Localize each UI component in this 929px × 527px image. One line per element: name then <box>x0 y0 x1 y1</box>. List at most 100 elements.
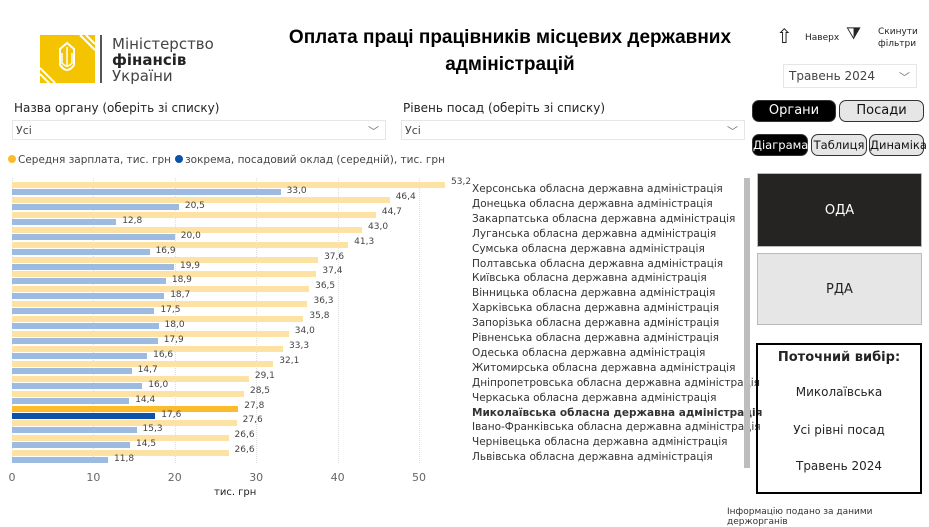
bar-base-salary[interactable] <box>12 367 132 374</box>
up-button[interactable]: Наверх <box>805 33 840 43</box>
category-label: Херсонська обласна державна адміністраці… <box>472 183 723 195</box>
bar-base-salary[interactable] <box>12 442 131 449</box>
bar-avg-salary[interactable] <box>12 345 284 352</box>
legend-dot <box>8 155 16 163</box>
bar-base-salary[interactable] <box>12 457 109 464</box>
filter-clear-icon[interactable]: ⧩ <box>846 24 862 44</box>
arrow-up-icon[interactable]: ⇧ <box>776 24 793 48</box>
organ-select[interactable]: Усі ﹀ <box>12 120 386 140</box>
value-label-salary: 11,8 <box>114 454 135 465</box>
bar-avg-salary[interactable] <box>12 375 249 382</box>
legend-dot <box>175 155 184 163</box>
toggle-organs[interactable]: Органи <box>752 100 836 122</box>
value-label-salary: 15,3 <box>142 424 163 435</box>
chart-scrollbar[interactable] <box>744 178 750 468</box>
level-select[interactable]: Усі ﹀ <box>401 120 745 140</box>
category-label: Закарпатська обласна державна адміністра… <box>472 212 736 225</box>
bar-base-salary[interactable] <box>12 233 175 240</box>
oda-card[interactable]: ОДА <box>757 173 922 247</box>
logo-text-1: Міністерство <box>112 35 214 53</box>
value-label-salary: 20,5 <box>184 200 205 211</box>
bar-base-salary[interactable] <box>12 308 155 315</box>
x-tick-label: 30 <box>249 471 264 484</box>
value-label-salary: 33,0 <box>286 186 307 196</box>
logo-text-2: фінансів <box>112 51 187 69</box>
tab-dynamics[interactable]: Динаміка <box>869 134 927 156</box>
bar-base-salary[interactable] <box>12 427 137 434</box>
category-label: Луганська обласна державна адміністрація <box>472 227 717 240</box>
bar-avg-salary[interactable] <box>12 435 229 442</box>
bar-base-salary[interactable] <box>12 323 159 330</box>
category-label: Івано-Франківська обласна державна адмін… <box>472 421 761 434</box>
current-organ: Миколаївська <box>795 385 883 399</box>
category-label: Донецька обласна державна адміністрація <box>472 197 713 210</box>
value-label-avg: 26,6 <box>234 430 255 441</box>
bar-base-salary[interactable] <box>12 412 156 419</box>
value-label-salary: 14,7 <box>137 364 158 375</box>
bar-avg-salary[interactable] <box>12 390 244 397</box>
value-label-salary: 20,0 <box>180 230 201 241</box>
value-label-avg: 36,3 <box>313 296 334 307</box>
bar-base-salary[interactable] <box>12 397 130 404</box>
bar-avg-salary[interactable] <box>12 360 274 367</box>
value-label-avg: 37,4 <box>322 266 343 277</box>
value-label-avg: 29,1 <box>254 370 275 381</box>
value-label-avg: 34,0 <box>294 326 315 336</box>
bar-avg-salary[interactable] <box>12 420 237 427</box>
category-label: Чернівецька обласна державна адміністрац… <box>472 436 728 449</box>
value-label-salary: 16,9 <box>155 245 176 256</box>
value-label-avg: 26,6 <box>234 445 255 456</box>
bar-avg-salary[interactable] <box>12 256 319 263</box>
bar-base-salary[interactable] <box>12 248 150 255</box>
legend-item-salary: зокрема, посадовий оклад (середній), тис… <box>175 154 445 166</box>
bar-base-salary[interactable] <box>12 203 179 210</box>
grid-line <box>419 178 420 463</box>
bar-avg-salary[interactable] <box>12 301 308 308</box>
tab-table[interactable]: Таблиця <box>811 134 867 156</box>
value-label-avg: 44,7 <box>381 206 402 217</box>
bar-base-salary[interactable] <box>12 382 143 389</box>
value-label-salary: 14,4 <box>135 394 156 405</box>
bar-avg-salary[interactable] <box>12 226 363 233</box>
x-tick-label: 50 <box>412 471 426 484</box>
value-label-avg: 46,4 <box>395 191 416 202</box>
value-label-salary: 14,5 <box>136 439 157 450</box>
tab-diagram[interactable]: Діаграма <box>752 134 808 156</box>
bar-base-salary[interactable] <box>12 278 166 285</box>
rda-card[interactable]: РДА <box>757 253 922 325</box>
period-select[interactable]: Травень 2024 ﹀ <box>783 64 917 88</box>
bar-chart: 0 10 20 30 40 50 53,2 33,0 Херсонська обласна де… <box>8 177 763 484</box>
bar-base-salary[interactable] <box>12 338 158 344</box>
reset-filters-button[interactable]: Скинути фільтри <box>878 27 918 49</box>
value-label-salary: 18,7 <box>170 290 191 301</box>
bar-base-salary[interactable] <box>12 218 117 225</box>
value-label-avg: 27,8 <box>244 400 265 411</box>
category-label: Вінницька обласна державна адміністрація <box>472 287 716 300</box>
bar-avg-salary[interactable] <box>12 286 310 293</box>
bar-base-salary[interactable] <box>12 189 281 195</box>
value-label-avg: 53,2 <box>451 177 472 187</box>
chart-legend: Середня зарплата, тис. грн зокрема, поса… <box>8 154 445 166</box>
bar-avg-salary[interactable] <box>12 182 446 188</box>
category-label: Полтавська обласна державна адміністраці… <box>472 257 724 270</box>
current-level: Усі рівні посад <box>793 423 885 437</box>
bar-avg-salary[interactable] <box>12 211 376 218</box>
bar-avg-salary[interactable] <box>12 196 390 203</box>
x-tick-label: 0 <box>8 471 16 484</box>
bar-base-salary[interactable] <box>12 263 174 270</box>
category-label: Житомирська обласна державна адміністрац… <box>472 361 736 374</box>
bar-avg-salary[interactable] <box>12 271 317 278</box>
logo-text-3: України <box>112 67 173 85</box>
bar-avg-salary[interactable] <box>12 405 239 412</box>
value-label-salary: 18,9 <box>171 275 192 286</box>
category-label: Рівненська обласна державна адміністраці… <box>472 332 719 344</box>
bar-avg-salary[interactable] <box>12 316 304 323</box>
logo-divider <box>100 35 102 83</box>
bar-avg-salary[interactable] <box>12 331 289 337</box>
bar-base-salary[interactable] <box>12 293 165 300</box>
scrollbar-thumb[interactable] <box>744 178 750 468</box>
bar-avg-salary[interactable] <box>12 450 229 457</box>
bar-avg-salary[interactable] <box>12 241 349 248</box>
toggle-positions[interactable]: Посади <box>839 100 924 122</box>
bar-base-salary[interactable] <box>12 352 148 359</box>
